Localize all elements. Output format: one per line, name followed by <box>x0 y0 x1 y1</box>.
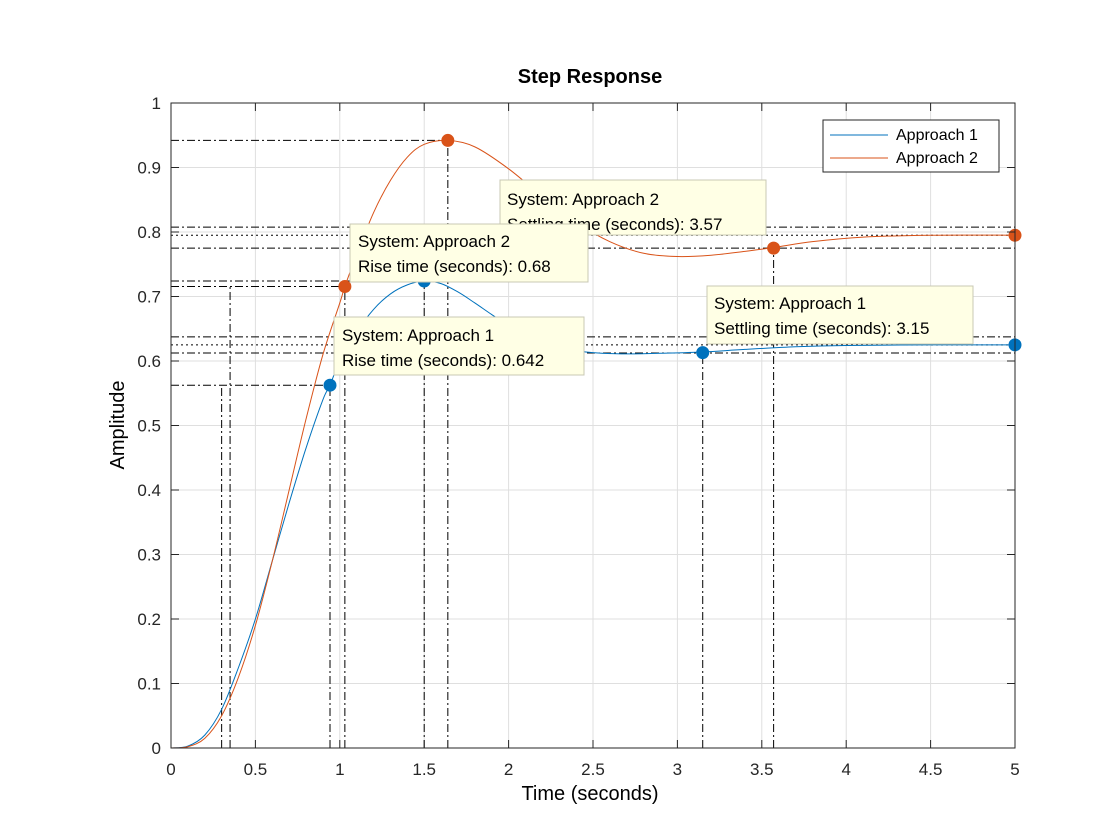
datatip-line-1: System: Approach 1 <box>714 294 866 313</box>
peak-marker-approach-2[interactable] <box>441 133 455 147</box>
x-tick-label: 3.5 <box>750 760 774 779</box>
datatip-box <box>349 223 589 283</box>
x-tick-label: 2.5 <box>581 760 605 779</box>
datatip-line-2: Settling time (seconds): 3.15 <box>714 319 929 338</box>
y-tick-label: 0.3 <box>137 546 161 565</box>
datatip-line-2: Rise time (seconds): 0.68 <box>358 257 551 276</box>
datatip-rise-approach-2[interactable]: System: Approach 2 Rise time (seconds): … <box>349 223 589 283</box>
datatip-line-1: System: Approach 2 <box>507 190 659 209</box>
x-tick-label: 3 <box>673 760 682 779</box>
legend-label-approach-1: Approach 1 <box>896 127 978 144</box>
datatip-rise-approach-1[interactable]: System: Approach 1 Rise time (seconds): … <box>333 316 585 376</box>
legend[interactable]: Approach 1 Approach 2 <box>822 119 1000 173</box>
y-tick-label: 0.4 <box>137 481 161 500</box>
x-tick-label: 0 <box>166 760 175 779</box>
x-tick-label: 1.5 <box>412 760 436 779</box>
y-tick-label: 0.8 <box>137 223 161 242</box>
x-tick-label: 4 <box>841 760 850 779</box>
y-tick-label: 0 <box>152 739 161 758</box>
y-tick-label: 0.7 <box>137 288 161 307</box>
y-tick-label: 0.2 <box>137 610 161 629</box>
datatip-line-1: System: Approach 1 <box>342 326 494 345</box>
x-axis-label: Time (seconds) <box>521 783 658 805</box>
y-tick-label: 0.9 <box>137 159 161 178</box>
datatip-line-2: Rise time (seconds): 0.642 <box>342 351 544 370</box>
legend-box <box>822 119 1000 173</box>
settling-time-marker-approach-2[interactable] <box>767 241 781 255</box>
datatip-line-1: System: Approach 2 <box>358 232 510 251</box>
datatip-box <box>706 285 974 345</box>
legend-label-approach-2: Approach 2 <box>896 150 978 167</box>
x-tick-label: 0.5 <box>244 760 268 779</box>
datatip-settling-approach-2[interactable]: System: Approach 2 Settling time (second… <box>499 179 767 236</box>
x-tick-label: 1 <box>335 760 344 779</box>
y-tick-label: 0.6 <box>137 352 161 371</box>
y-tick-label: 0.1 <box>137 675 161 694</box>
rise-time-marker-approach-2[interactable] <box>338 280 352 294</box>
series-line-approach-2 <box>170 139 1016 749</box>
rise-time-marker-approach-1[interactable] <box>323 378 337 392</box>
datatip-box <box>333 316 585 376</box>
y-axis-label: Amplitude <box>107 381 129 470</box>
datatip-settling-approach-1[interactable]: System: Approach 1 Settling time (second… <box>706 285 974 345</box>
axis-ticks: 0 0.5 1 1.5 2 2.5 3 3.5 4 4.5 5 0 0.1 0.2 0.3 0.4 0.5 0.6… <box>137 94 1019 779</box>
x-tick-label: 2 <box>504 760 513 779</box>
y-tick-label: 1 <box>152 94 161 113</box>
x-tick-label: 5 <box>1010 760 1019 779</box>
y-tick-label: 0.5 <box>137 417 161 436</box>
x-tick-label: 4.5 <box>919 760 943 779</box>
settling-time-marker-approach-1[interactable] <box>696 346 710 360</box>
chart-title: Step Response <box>518 66 662 88</box>
